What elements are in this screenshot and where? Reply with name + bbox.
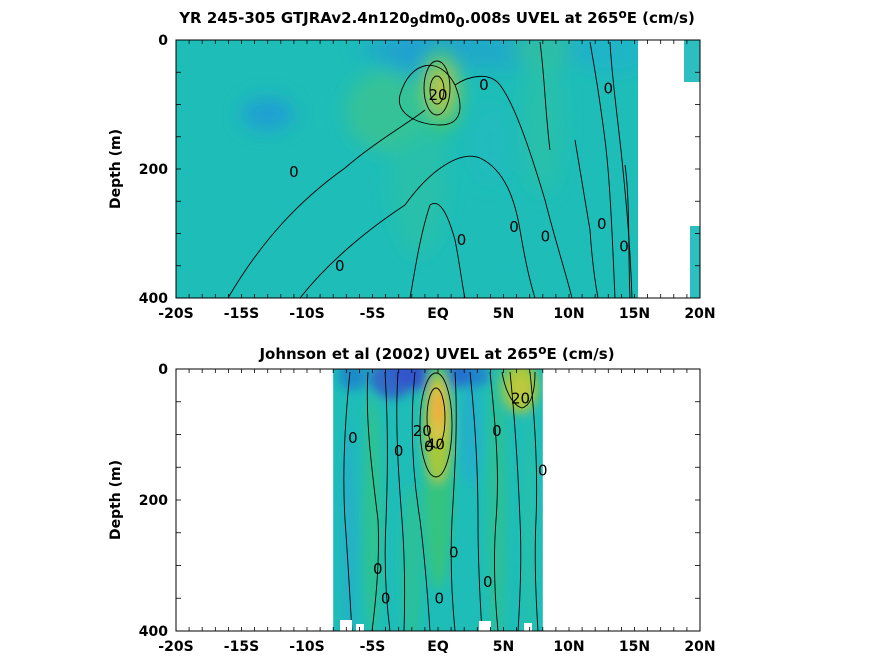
title-part: E (cm/s) (627, 9, 695, 27)
top-panel-field (176, 40, 700, 298)
x-tick-label: 20N (684, 639, 715, 655)
bottom-ylabel: Depth (m) (108, 460, 124, 540)
x-tick-label: 5N (493, 639, 514, 655)
bottom-mask-right (543, 369, 700, 631)
x-tick-label: -5S (360, 306, 386, 322)
bottom-notch (340, 620, 352, 631)
contour-label: 0 (435, 589, 445, 607)
contour-label: 0 (381, 589, 391, 607)
contour-label: 0 (483, 573, 493, 591)
contour-label: 0 (479, 76, 489, 94)
y-tick-label: 200 (139, 493, 168, 509)
contour-label: 0 (597, 215, 607, 233)
bottom-panel-title: Johnson et al (2002) UVEL at 265oE (cm/s… (258, 343, 614, 363)
contour-label: 0 (394, 442, 404, 460)
x-tick-label: -10S (289, 306, 324, 322)
heatmap-blob (574, 40, 655, 75)
title-part: 0 (456, 16, 465, 31)
bottom-mask-left (176, 369, 331, 631)
x-tick-label: -20S (158, 639, 193, 655)
x-tick-label: -5S (360, 639, 386, 655)
top-mask (638, 40, 700, 298)
contour-label: 0 (373, 560, 383, 578)
top-contours (227, 41, 633, 298)
x-tick-label: 10N (553, 306, 584, 322)
bottom-notch (356, 624, 364, 631)
contour-label: 0 (492, 422, 502, 440)
heatmap-blob (522, 53, 563, 194)
x-tick-label: -20S (158, 306, 193, 322)
heatmap-blob (362, 393, 383, 631)
title-part: E (cm/s) (546, 345, 614, 363)
contour-label: 0 (604, 79, 614, 97)
heatmap-blob (390, 95, 447, 256)
contour-label: 0 (424, 437, 434, 455)
top-panel: YR 245-305 GTJRAv2.4n1209dm00.008s UVEL … (108, 7, 716, 322)
title-part: Johnson et al (2002) UVEL at 265 (258, 345, 538, 363)
heatmap-blob (401, 485, 422, 631)
heatmap-blob (470, 103, 511, 184)
x-tick-label: 5N (493, 306, 514, 322)
title-part: o (538, 343, 546, 357)
heatmap-blob (460, 384, 481, 485)
contour-label: 20 (511, 389, 530, 407)
bottom-notch (524, 623, 532, 631)
bottom-notch (479, 621, 491, 631)
heatmap-blob (370, 369, 415, 399)
title-part: YR 245-305 GTJRAv2.4n120 (178, 9, 410, 27)
contour-label: 0 (538, 462, 548, 480)
contour-label: 40 (426, 435, 445, 453)
top-panel-title: YR 245-305 GTJRAv2.4n1209dm00.008s UVEL … (178, 7, 695, 31)
contour-label: 0 (509, 218, 519, 236)
top-mask-strip2 (690, 226, 700, 298)
heatmap-blob (523, 412, 536, 631)
heatmap-blob (433, 390, 443, 427)
title-part: dm0 (419, 9, 456, 27)
y-tick-label: 400 (139, 291, 168, 307)
title-part: .008s UVEL at 265 (465, 9, 619, 27)
x-tick-label: 15N (619, 306, 650, 322)
top-heatmap (176, 40, 655, 298)
x-tick-label: EQ (427, 306, 449, 322)
contour-label: 0 (348, 429, 358, 447)
heatmap-blob (340, 429, 357, 631)
bottom-panel: Johnson et al (2002) UVEL at 265oE (cm/s… (108, 343, 716, 655)
x-tick-label: 10N (553, 639, 584, 655)
heatmap-blob (337, 369, 368, 391)
x-tick-label: EQ (427, 639, 449, 655)
heatmap-blob (512, 374, 529, 403)
x-tick-label: -10S (289, 639, 324, 655)
contour-label: 0 (335, 257, 345, 275)
top-ylabel: Depth (m) (108, 129, 124, 209)
contour-label: 0 (619, 237, 629, 255)
x-tick-label: -15S (224, 306, 259, 322)
contour-label: 20 (413, 422, 432, 440)
x-tick-label: -15S (224, 639, 259, 655)
contour-label: 0 (449, 543, 459, 561)
bottom-panel-field (176, 369, 700, 631)
title-part: 9 (410, 16, 419, 31)
heatmap-blob (241, 98, 294, 131)
y-tick-label: 0 (158, 33, 168, 49)
y-tick-label: 200 (139, 162, 168, 178)
x-tick-label: 20N (684, 306, 715, 322)
bottom-contours (343, 371, 539, 631)
x-tick-label: 15N (619, 639, 650, 655)
heatmap-blobs (241, 40, 655, 256)
title-part: o (618, 7, 626, 21)
y-tick-label: 0 (158, 362, 168, 378)
contour-label: 0 (289, 163, 299, 181)
contour-label: 0 (457, 231, 467, 249)
top-mask-strip (684, 40, 700, 82)
y-tick-label: 400 (139, 624, 168, 640)
contour-label: 20 (428, 86, 447, 104)
contour-label: 0 (541, 228, 551, 246)
